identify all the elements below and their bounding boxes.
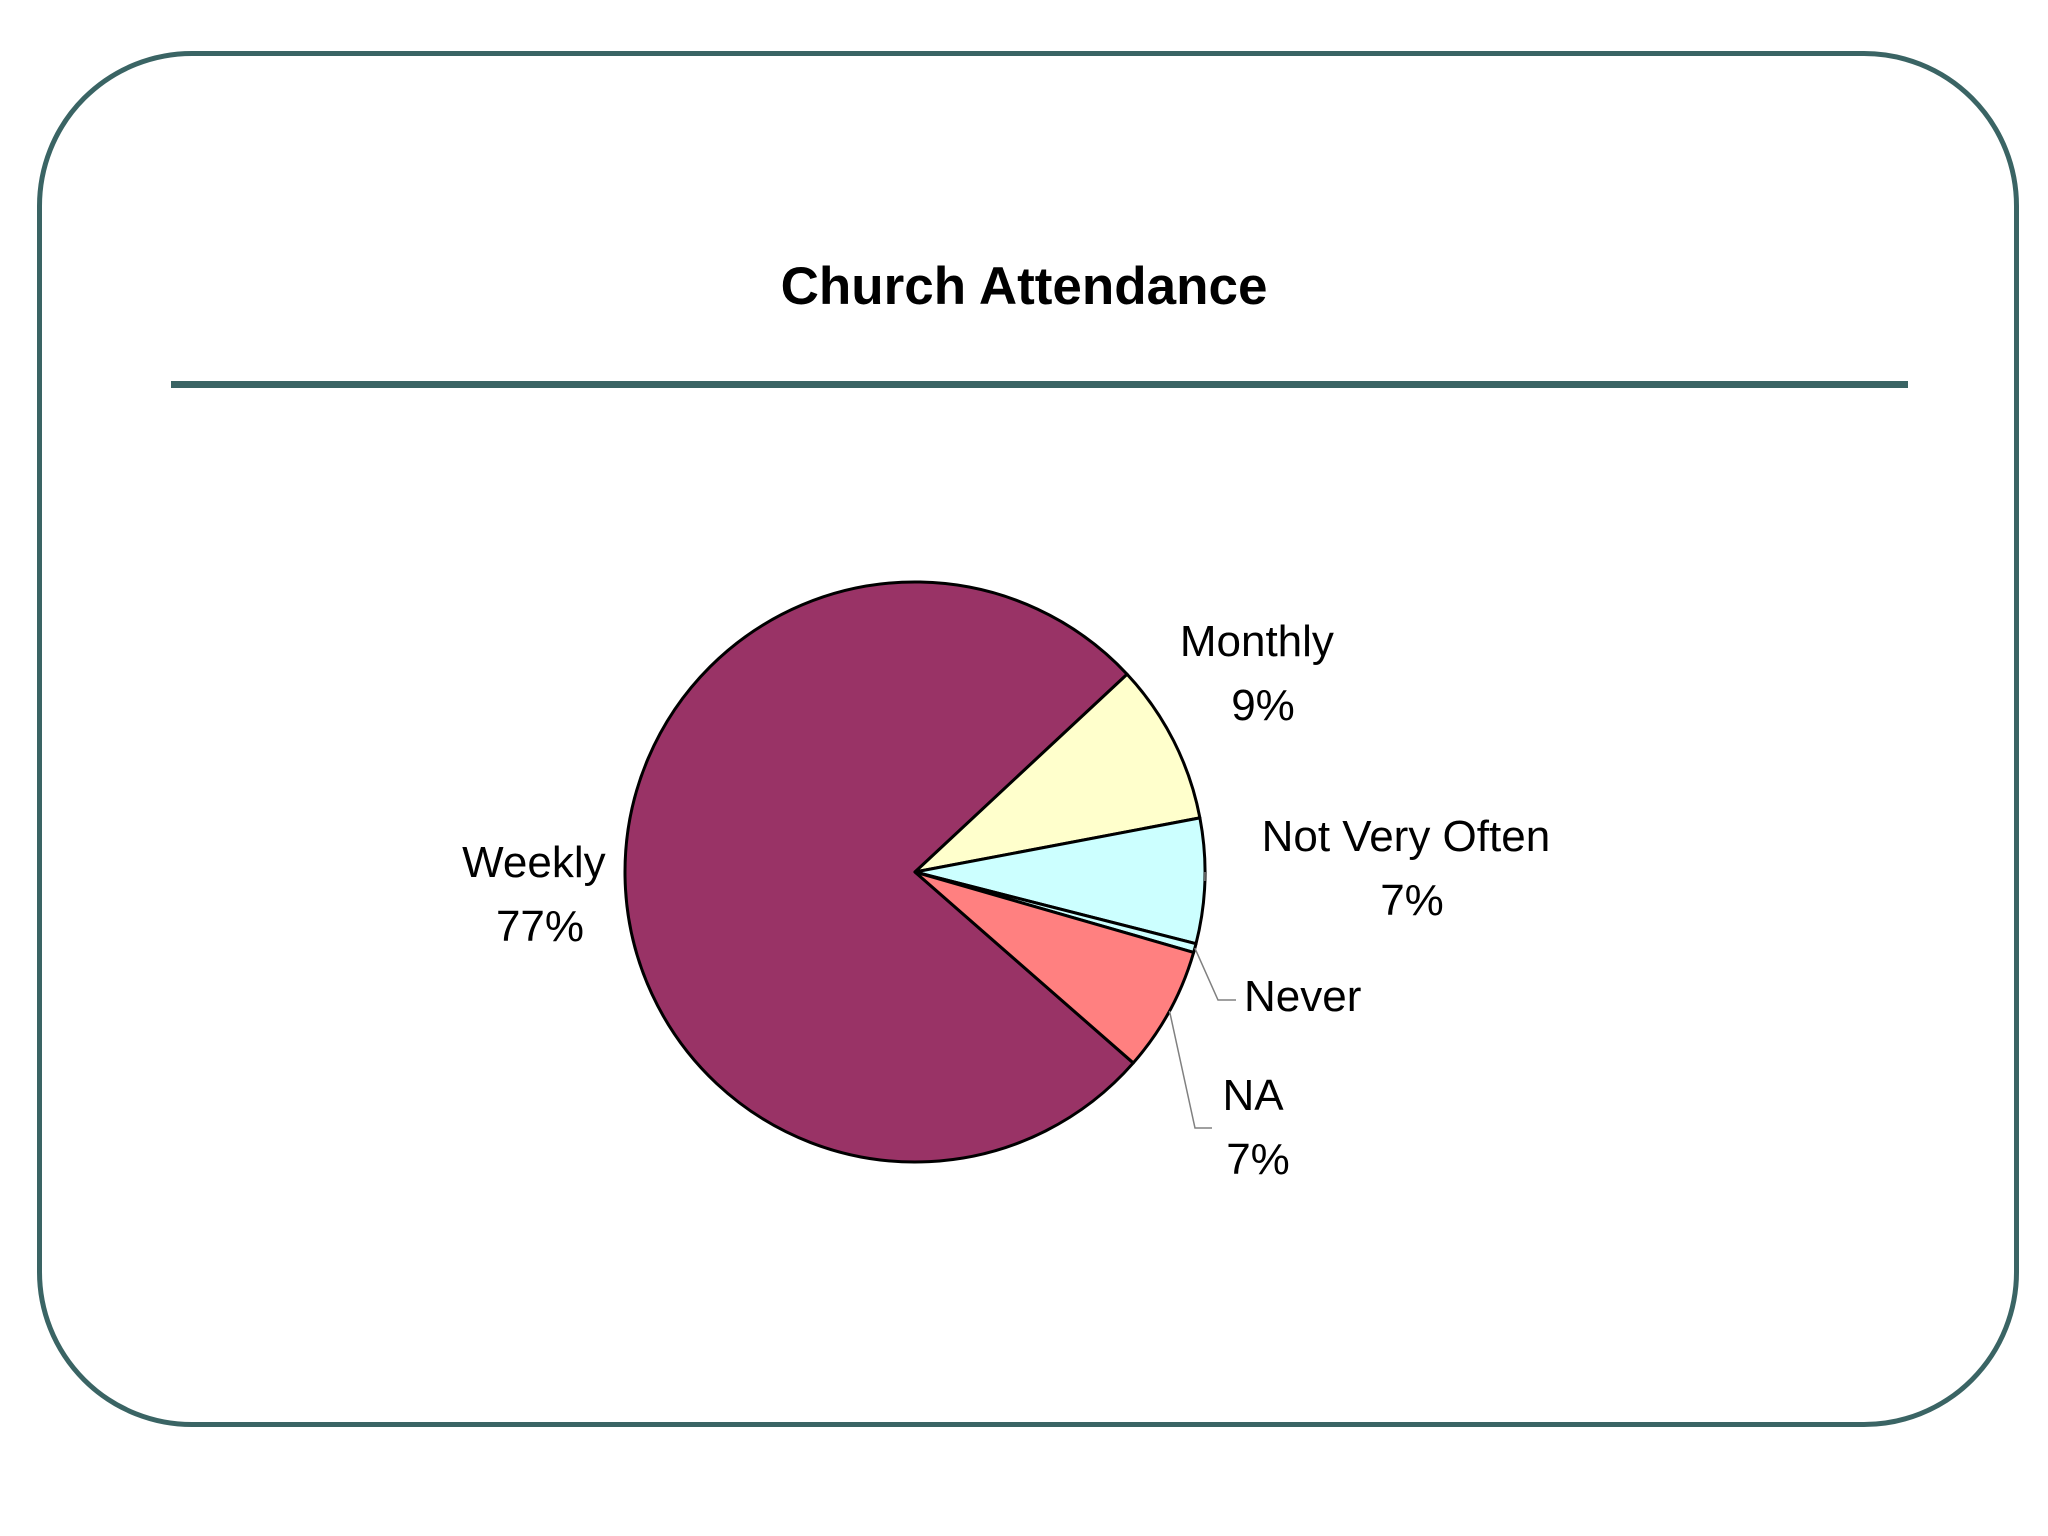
slice-label-weekly: Weekly 77%: [462, 838, 618, 951]
slice-percent-not-very-often: 7%: [1380, 876, 1444, 925]
slice-name-monthly: Monthly: [1180, 617, 1334, 666]
pie-slice-na: [913, 870, 1196, 1065]
slice-labels: Weekly 77% Monthly 9% Not Very Often 7% …: [462, 617, 1563, 1184]
leader-lines: [1168, 871, 1236, 1129]
slice-percent-na: 7%: [1226, 1135, 1290, 1184]
pie-slices: [623, 580, 1207, 1164]
pie-slice-monthly: [913, 672, 1202, 874]
slice-name-not-very-often: Not Very Often: [1262, 812, 1551, 861]
slice-label-na: NA 7%: [1223, 1071, 1294, 1184]
slice-name-na: NA: [1223, 1071, 1285, 1120]
slice-name-weekly: Weekly: [462, 838, 605, 887]
slice-label-not-very-often: Not Very Often 7%: [1262, 812, 1563, 925]
slice-label-monthly: Monthly 9%: [1180, 617, 1346, 730]
leader-line-na: [1168, 1010, 1212, 1129]
slice-percent-monthly: 9%: [1231, 681, 1295, 730]
pie-slice-weekly: [623, 580, 1135, 1164]
title-rule: [171, 381, 1908, 388]
slice-label-never: Never: [1244, 972, 1361, 1021]
leader-line-never: [1194, 947, 1236, 1001]
slice-percent-weekly: 77%: [496, 902, 584, 951]
slice-name-never: Never: [1244, 972, 1361, 1021]
slide-title: Church Attendance: [780, 257, 1268, 316]
